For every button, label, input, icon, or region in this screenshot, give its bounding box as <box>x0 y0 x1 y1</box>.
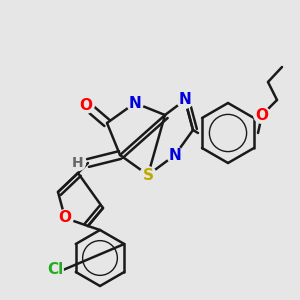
Text: Cl: Cl <box>47 262 63 278</box>
Text: O: O <box>80 98 92 112</box>
Text: O: O <box>58 211 71 226</box>
Text: N: N <box>178 92 191 107</box>
Text: N: N <box>129 95 141 110</box>
Circle shape <box>254 107 270 123</box>
Circle shape <box>177 92 193 108</box>
Text: H: H <box>72 156 84 170</box>
Circle shape <box>57 210 73 226</box>
Circle shape <box>78 97 94 113</box>
Circle shape <box>127 95 143 111</box>
Text: O: O <box>256 107 268 122</box>
Circle shape <box>167 147 183 163</box>
Circle shape <box>70 155 86 170</box>
Text: N: N <box>169 148 182 163</box>
Text: S: S <box>142 167 154 182</box>
Circle shape <box>47 262 63 278</box>
Circle shape <box>140 167 156 183</box>
